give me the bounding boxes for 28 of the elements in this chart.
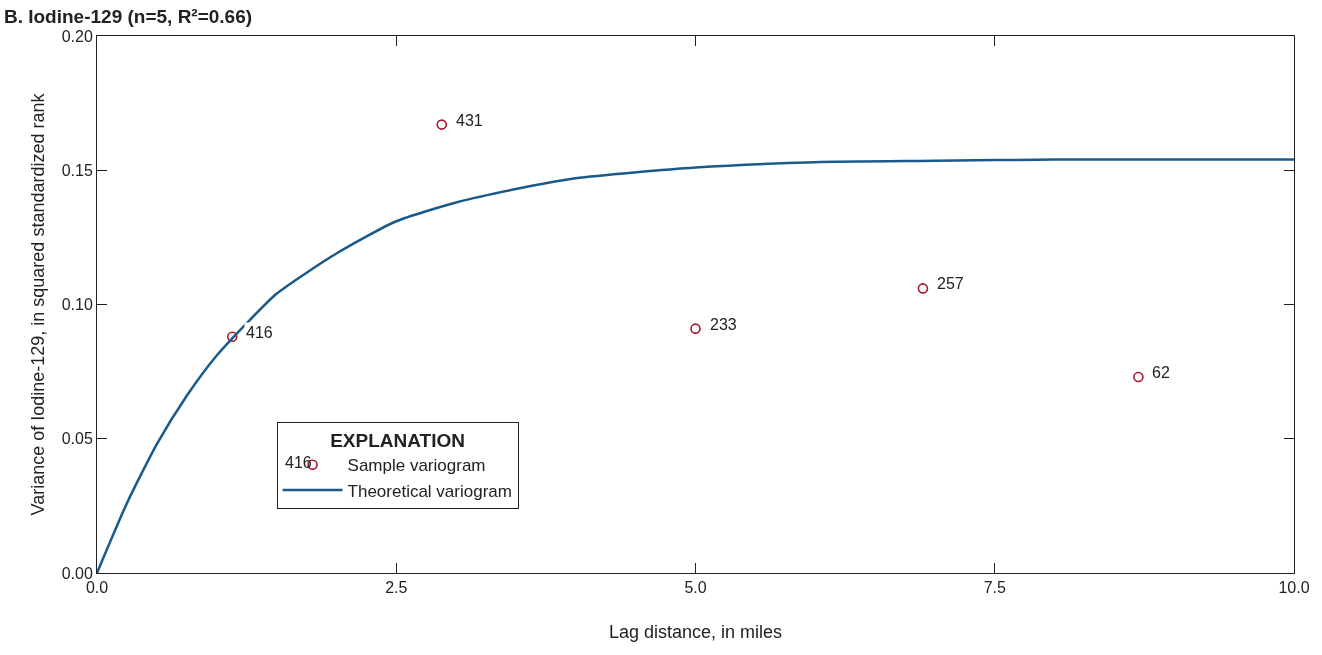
- x-tick-label: 10.0: [1278, 579, 1310, 597]
- point: [436, 119, 448, 130]
- legend-label: Theoretical variogram: [347, 481, 512, 501]
- annotation: 431: [456, 112, 483, 129]
- line-series: [97, 158, 1294, 573]
- y-tick-label: 0.05: [61, 430, 93, 448]
- annotation: 416: [246, 324, 273, 341]
- point: [690, 323, 701, 334]
- annotation: 233: [710, 316, 737, 333]
- x-tick-label: 5.0: [684, 579, 707, 597]
- x-tick-label: 2.5: [385, 579, 408, 597]
- y-tick-label: 0.10: [61, 296, 93, 314]
- legend-title: EXPLANATION: [330, 430, 465, 452]
- y-tick-label: 0.00: [61, 564, 93, 582]
- annotation: 416: [285, 454, 312, 471]
- point: [1133, 371, 1144, 383]
- x-axis-title: Lag distance, in miles: [608, 622, 783, 643]
- x-tick-label: 0.0: [85, 579, 109, 597]
- legend-label: Sample variogram: [347, 456, 486, 476]
- x-tick-label: 7.5: [983, 579, 1006, 597]
- y-axis-title: Variance of Iodine-129, in squared standardized rank: [27, 92, 48, 516]
- point: [917, 283, 929, 294]
- y-tick-label: 0.20: [61, 27, 93, 45]
- y-tick-label: 0.15: [61, 161, 93, 179]
- point: [226, 331, 238, 343]
- annotation: 257: [937, 275, 964, 292]
- annotation: 62: [1152, 364, 1170, 381]
- chart-title: B. Iodine-129 (n=5, R²=0.66): [3, 6, 253, 28]
